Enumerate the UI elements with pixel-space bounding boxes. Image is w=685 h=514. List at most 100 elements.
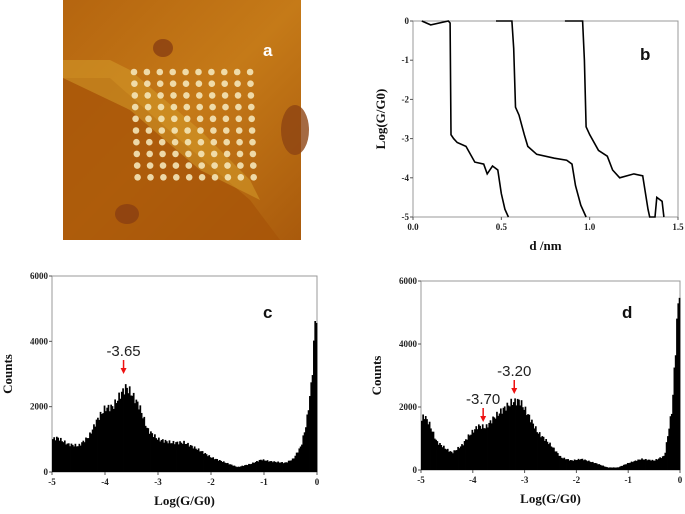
histogram-bin	[278, 462, 281, 472]
histogram-bin	[52, 439, 54, 472]
histogram-bin	[241, 465, 244, 472]
histogram-bin	[577, 458, 580, 470]
histogram-bin	[53, 437, 56, 472]
histogram-bin	[168, 440, 171, 472]
stm-dot	[146, 150, 153, 158]
histogram-bin	[581, 458, 584, 470]
histogram-bin	[431, 431, 434, 470]
histogram-bin	[668, 428, 671, 470]
histogram-bin	[209, 457, 212, 472]
peak-arrow-head	[480, 416, 487, 422]
histogram-bin	[466, 439, 469, 470]
stm-dot	[130, 68, 138, 76]
histogram-bin	[200, 451, 203, 472]
histogram-bin	[641, 458, 643, 470]
stm-dot	[247, 92, 255, 99]
histogram-bin	[254, 461, 257, 472]
histogram-bin	[586, 461, 589, 470]
histogram-bin	[541, 436, 544, 470]
histogram-bin	[67, 443, 70, 472]
histogram-bin	[128, 386, 131, 472]
histogram-bin	[142, 418, 144, 472]
histogram-bin	[291, 458, 294, 472]
histogram-bin	[461, 444, 463, 470]
histogram-bin	[264, 460, 266, 472]
histogram-bin	[489, 420, 492, 470]
histogram-bin	[462, 445, 465, 470]
stm-dot	[185, 150, 192, 158]
histogram-bin	[432, 431, 435, 470]
histogram-bin	[623, 464, 625, 470]
stm-dot	[195, 68, 202, 76]
stm-dot	[183, 92, 190, 99]
histogram-bin	[457, 446, 459, 470]
histogram-bin	[634, 460, 637, 470]
stm-dot	[143, 68, 151, 76]
y-tick-label: -3	[402, 134, 410, 144]
stm-dot	[173, 174, 180, 181]
histogram-bin	[639, 459, 642, 470]
histogram-bin	[450, 451, 453, 470]
histogram-bin	[481, 424, 484, 470]
histogram-bin	[180, 442, 183, 472]
histogram-bin	[299, 446, 302, 472]
histogram-bin	[193, 446, 196, 472]
histogram-bin	[674, 355, 677, 470]
histogram-bin	[546, 441, 549, 470]
histogram-bin	[222, 461, 225, 472]
histogram-bin	[573, 459, 576, 470]
histogram-bin	[578, 459, 581, 470]
histogram-bin	[485, 424, 488, 470]
histogram-bin	[70, 443, 73, 472]
histogram-bin	[430, 428, 432, 470]
stm-dot	[132, 127, 140, 134]
stm-dot	[208, 92, 216, 99]
histogram-bin	[642, 459, 645, 470]
histogram-bin	[214, 458, 217, 472]
histogram-bin	[138, 409, 140, 472]
histogram-bin	[165, 441, 168, 472]
histogram-bin	[191, 445, 193, 472]
histogram-bin	[553, 447, 555, 470]
histogram-bin	[307, 410, 310, 472]
histogram-bin	[536, 432, 538, 470]
histogram-bin	[584, 459, 586, 470]
stm-dot	[210, 150, 218, 158]
histogram-bin	[651, 459, 654, 470]
histogram-bin	[163, 442, 166, 472]
histogram-bin	[534, 426, 537, 470]
histogram-bin	[598, 464, 601, 470]
histogram-bin	[667, 436, 669, 470]
histogram-d: -5 -4 -3 -2 -1 0 0 2000 4000 6000 Log(G/G0) Counts d…	[369, 276, 683, 506]
histogram-bin	[424, 416, 427, 470]
histogram-bin	[230, 464, 233, 472]
histogram-bin	[507, 405, 510, 470]
histogram-bin	[439, 443, 441, 470]
histogram-bin	[562, 458, 564, 470]
histogram-bin	[470, 434, 472, 470]
histogram-bin	[315, 322, 318, 472]
histogram-bin	[559, 455, 562, 470]
histogram-bin	[177, 444, 180, 472]
plot-frame	[420, 280, 681, 471]
stm-image: a	[63, 0, 309, 240]
histogram-bin	[621, 465, 624, 470]
x-tick-label: 0.0	[407, 222, 419, 232]
histogram-bin	[262, 459, 265, 472]
histogram-bin	[303, 432, 306, 472]
x-tick-label: 0.5	[496, 222, 508, 232]
histogram-bin	[544, 440, 546, 470]
histogram-bin	[663, 455, 665, 470]
histogram-bin	[483, 428, 485, 470]
histogram-bin	[293, 458, 295, 472]
histogram-bin	[203, 453, 205, 472]
x-tick-label: -1	[260, 477, 268, 487]
histogram-bin	[545, 439, 548, 470]
y-tick-label: 0	[44, 467, 49, 477]
histogram-bin	[423, 419, 426, 470]
histogram-bin	[161, 439, 164, 472]
panel-label-a: a	[263, 41, 273, 60]
histogram-bin	[643, 459, 646, 470]
histogram-bin	[467, 434, 470, 470]
stm-dot	[184, 138, 192, 146]
